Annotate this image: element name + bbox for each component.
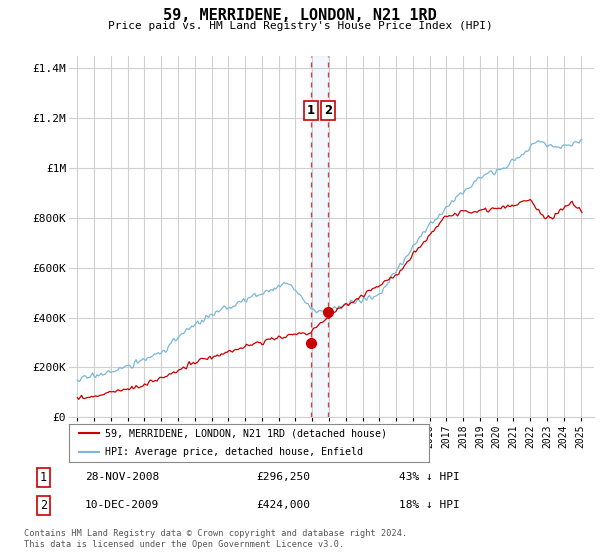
Text: 1: 1 [307,104,315,117]
Text: Price paid vs. HM Land Registry's House Price Index (HPI): Price paid vs. HM Land Registry's House … [107,21,493,31]
Text: 18% ↓ HPI: 18% ↓ HPI [400,500,460,510]
Text: 2: 2 [40,498,47,512]
Text: £296,250: £296,250 [256,472,310,482]
Text: 1: 1 [40,470,47,484]
Text: 28-NOV-2008: 28-NOV-2008 [85,472,159,482]
Text: 43% ↓ HPI: 43% ↓ HPI [400,472,460,482]
Text: 2: 2 [324,104,332,117]
Text: HPI: Average price, detached house, Enfield: HPI: Average price, detached house, Enfi… [105,447,363,458]
Text: 59, MERRIDENE, LONDON, N21 1RD: 59, MERRIDENE, LONDON, N21 1RD [163,8,437,24]
Text: £424,000: £424,000 [256,500,310,510]
Bar [311,56,328,417]
Text: Contains HM Land Registry data © Crown copyright and database right 2024.
This d: Contains HM Land Registry data © Crown c… [24,529,407,549]
Text: 59, MERRIDENE, LONDON, N21 1RD (detached house): 59, MERRIDENE, LONDON, N21 1RD (detached… [105,428,387,438]
Text: 10-DEC-2009: 10-DEC-2009 [85,500,159,510]
